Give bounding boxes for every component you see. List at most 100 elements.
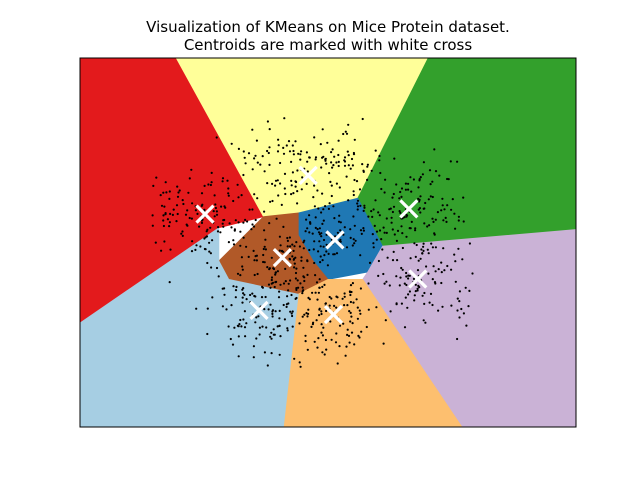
data-point — [321, 128, 324, 131]
data-point — [225, 308, 228, 311]
data-point — [343, 226, 346, 229]
data-point — [269, 303, 272, 306]
data-point — [465, 324, 468, 327]
data-point — [331, 148, 334, 151]
data-point — [349, 284, 353, 287]
data-point — [321, 222, 324, 225]
data-point — [199, 245, 202, 248]
data-point — [299, 365, 302, 368]
data-point — [282, 282, 286, 285]
data-point — [352, 151, 355, 155]
data-point — [239, 318, 242, 322]
data-point — [349, 320, 352, 323]
data-point — [240, 325, 243, 328]
data-point — [398, 197, 401, 200]
data-point — [339, 238, 342, 241]
data-point — [162, 191, 165, 194]
data-point — [433, 148, 436, 151]
data-point — [286, 236, 289, 240]
data-point — [311, 323, 314, 326]
data-point — [351, 244, 354, 247]
data-point — [344, 130, 347, 133]
data-point — [252, 345, 255, 348]
data-point — [242, 173, 245, 177]
data-point — [359, 229, 363, 232]
data-point — [268, 163, 271, 166]
data-point — [326, 264, 329, 267]
data-point — [461, 258, 464, 261]
data-point — [431, 278, 434, 281]
data-point — [462, 312, 465, 315]
data-point — [395, 302, 398, 305]
data-point — [401, 246, 404, 250]
data-point — [168, 197, 171, 200]
data-point — [305, 182, 308, 185]
data-point — [239, 274, 242, 277]
data-point — [378, 229, 382, 232]
data-point — [297, 286, 300, 289]
data-point — [442, 219, 445, 222]
data-point — [327, 207, 330, 210]
data-point — [372, 208, 375, 211]
data-point — [446, 177, 449, 181]
data-point — [378, 159, 381, 162]
data-point — [431, 195, 434, 199]
data-point — [344, 354, 347, 357]
data-point — [313, 340, 316, 343]
data-point — [341, 297, 344, 300]
data-point — [390, 216, 393, 219]
data-point — [312, 248, 315, 251]
data-point — [301, 286, 304, 289]
data-point — [280, 203, 283, 206]
data-point — [232, 243, 236, 246]
data-point — [432, 265, 435, 268]
data-point — [292, 149, 295, 153]
data-point — [164, 181, 167, 184]
data-point — [330, 161, 333, 164]
data-point — [378, 214, 381, 217]
data-point — [255, 139, 258, 142]
data-point — [353, 178, 356, 182]
data-point — [162, 219, 165, 222]
data-point — [292, 249, 295, 252]
data-point — [327, 252, 330, 255]
data-point — [206, 307, 209, 310]
data-point — [315, 319, 318, 322]
data-point — [262, 253, 265, 257]
data-point — [426, 248, 429, 251]
data-point — [190, 168, 193, 171]
data-point — [404, 296, 407, 299]
data-point — [219, 231, 222, 234]
centroid-cross-1 — [195, 204, 215, 224]
data-point — [381, 248, 384, 251]
data-point — [431, 246, 434, 249]
centroid-cross-3 — [399, 199, 419, 219]
data-point — [399, 211, 402, 214]
data-point — [251, 292, 254, 295]
data-point — [363, 204, 366, 207]
data-point — [215, 213, 219, 216]
data-point — [226, 179, 229, 182]
data-point — [316, 346, 319, 349]
data-point — [351, 282, 354, 285]
data-point — [274, 310, 277, 313]
data-point — [325, 309, 328, 313]
data-point — [450, 304, 453, 307]
data-point — [288, 150, 292, 153]
data-point — [377, 211, 380, 214]
data-point — [445, 220, 448, 223]
data-point — [279, 335, 282, 338]
data-point — [426, 225, 429, 228]
data-point — [237, 221, 240, 224]
data-point — [405, 283, 408, 287]
data-point — [208, 250, 211, 253]
data-point — [242, 221, 245, 224]
data-point — [334, 341, 338, 344]
data-point — [242, 236, 245, 239]
data-point — [462, 220, 465, 223]
data-point — [422, 242, 425, 245]
data-point — [187, 191, 190, 194]
data-point — [315, 281, 319, 284]
data-point — [286, 245, 289, 248]
data-point — [403, 216, 406, 219]
